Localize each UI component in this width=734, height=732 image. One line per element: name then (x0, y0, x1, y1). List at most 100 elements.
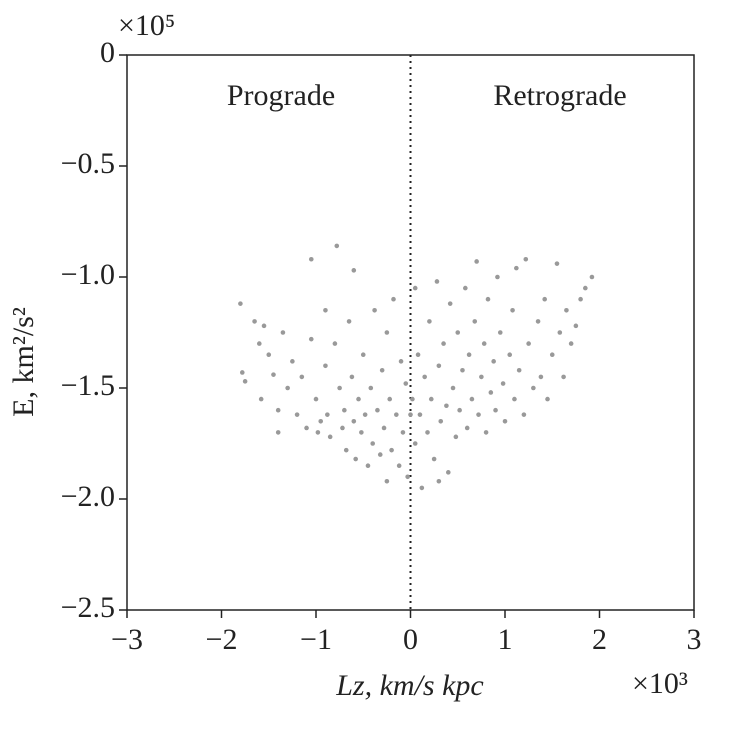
scatter-point (400, 430, 406, 435)
scatter-point (497, 330, 503, 335)
scatter-point (545, 396, 550, 402)
scatter-point (304, 425, 309, 431)
scatter-point (346, 319, 352, 324)
scatter-point (538, 374, 544, 380)
scatter-point (573, 323, 579, 329)
scatter-point (516, 367, 522, 373)
scatter-point (500, 381, 506, 386)
scatter-point (444, 403, 449, 409)
scatter-point (476, 412, 481, 417)
scatter-point (396, 463, 402, 469)
scatter-point (351, 419, 357, 424)
scatter-point (323, 308, 328, 313)
scatter-point (365, 463, 371, 469)
x-tick-label: −2 (206, 623, 238, 656)
scatter-point (466, 352, 472, 358)
scatter-point (526, 341, 531, 346)
y-tick-label: −2.5 (61, 591, 115, 624)
scatter-point (583, 285, 588, 291)
scatter-point (408, 412, 413, 417)
scatter-point (308, 336, 314, 342)
scatter-point (427, 319, 432, 324)
scatter-point (308, 256, 314, 262)
scatter-point (327, 434, 333, 440)
scatter-point (436, 363, 442, 369)
scatter-point (275, 430, 281, 435)
scatter-point (342, 407, 347, 413)
scatter-point (389, 447, 394, 453)
annotation: Prograde (227, 79, 335, 112)
scatter-point (510, 308, 515, 313)
scatter-point (394, 412, 399, 417)
scatter-point (377, 452, 383, 457)
scatter-point (375, 407, 380, 413)
scatter-point (474, 259, 479, 264)
scatter-point (379, 367, 385, 373)
scatter-point (323, 363, 328, 369)
scatter-point (239, 370, 245, 375)
scatter-point (479, 374, 484, 380)
scatter-point (294, 412, 300, 417)
scatter-point (351, 268, 357, 273)
y-tick-label: −0.5 (61, 147, 115, 180)
scatter-point (431, 456, 437, 462)
scatter-point (271, 372, 276, 377)
scatter-point (469, 396, 475, 402)
y-tick-label: −1.0 (61, 258, 115, 291)
scatter-point (447, 301, 453, 306)
scatter-point (261, 323, 267, 329)
scatter-point (412, 441, 418, 446)
scatter-point (436, 478, 442, 484)
scatter-point (419, 485, 425, 491)
scatter-point (332, 341, 338, 346)
scatter-point (257, 341, 262, 346)
scatter-point (483, 430, 489, 435)
scatter-point (485, 296, 491, 302)
x-offset-label: ×10³ (632, 667, 688, 700)
scatter-point (488, 390, 494, 395)
scatter-point (285, 385, 290, 391)
scatter-point (405, 474, 410, 480)
scatter-point (542, 296, 547, 302)
scatter-point (343, 447, 349, 453)
x-axis-label: Lz, km/s kpc (335, 669, 483, 702)
scatter-point (290, 359, 295, 364)
x-tick-label: 0 (403, 623, 418, 656)
scatter-point (381, 425, 387, 431)
scatter-point (460, 367, 465, 373)
scatter-point (242, 379, 248, 384)
scatter-point (258, 396, 264, 402)
scatter-point (356, 396, 361, 402)
scatter-point (512, 396, 517, 402)
scatter-point (275, 407, 281, 413)
scatter-point (535, 319, 541, 324)
scatter-point (514, 265, 519, 271)
scatter-point (337, 385, 342, 391)
scatter-point (493, 407, 498, 413)
scatter-point (370, 441, 376, 446)
scatter-point (561, 374, 566, 380)
scatter-point (438, 419, 444, 424)
scatter-point (481, 341, 487, 346)
y-tick-label: 0 (100, 36, 115, 69)
scatter-point (578, 296, 583, 302)
scatter-point (463, 285, 468, 291)
scatter-point (428, 396, 434, 402)
y-tick-label: −1.5 (61, 369, 115, 402)
x-tick-label: 1 (498, 623, 513, 656)
x-tick-label: −3 (111, 623, 143, 656)
scatter-point (266, 352, 272, 358)
scatter-point (472, 319, 478, 324)
scatter-point (334, 243, 340, 249)
scatter-point (455, 330, 461, 335)
scatter-point (425, 430, 430, 435)
scatter-point (554, 261, 560, 266)
x-tick-label: 2 (592, 623, 607, 656)
scatter-point (372, 308, 377, 313)
scatter-point (422, 374, 427, 380)
y-axis-label: E, km²/s² (7, 307, 40, 417)
scatter-point (491, 359, 496, 364)
scatter-point (415, 352, 421, 358)
scatter-point (412, 285, 418, 291)
